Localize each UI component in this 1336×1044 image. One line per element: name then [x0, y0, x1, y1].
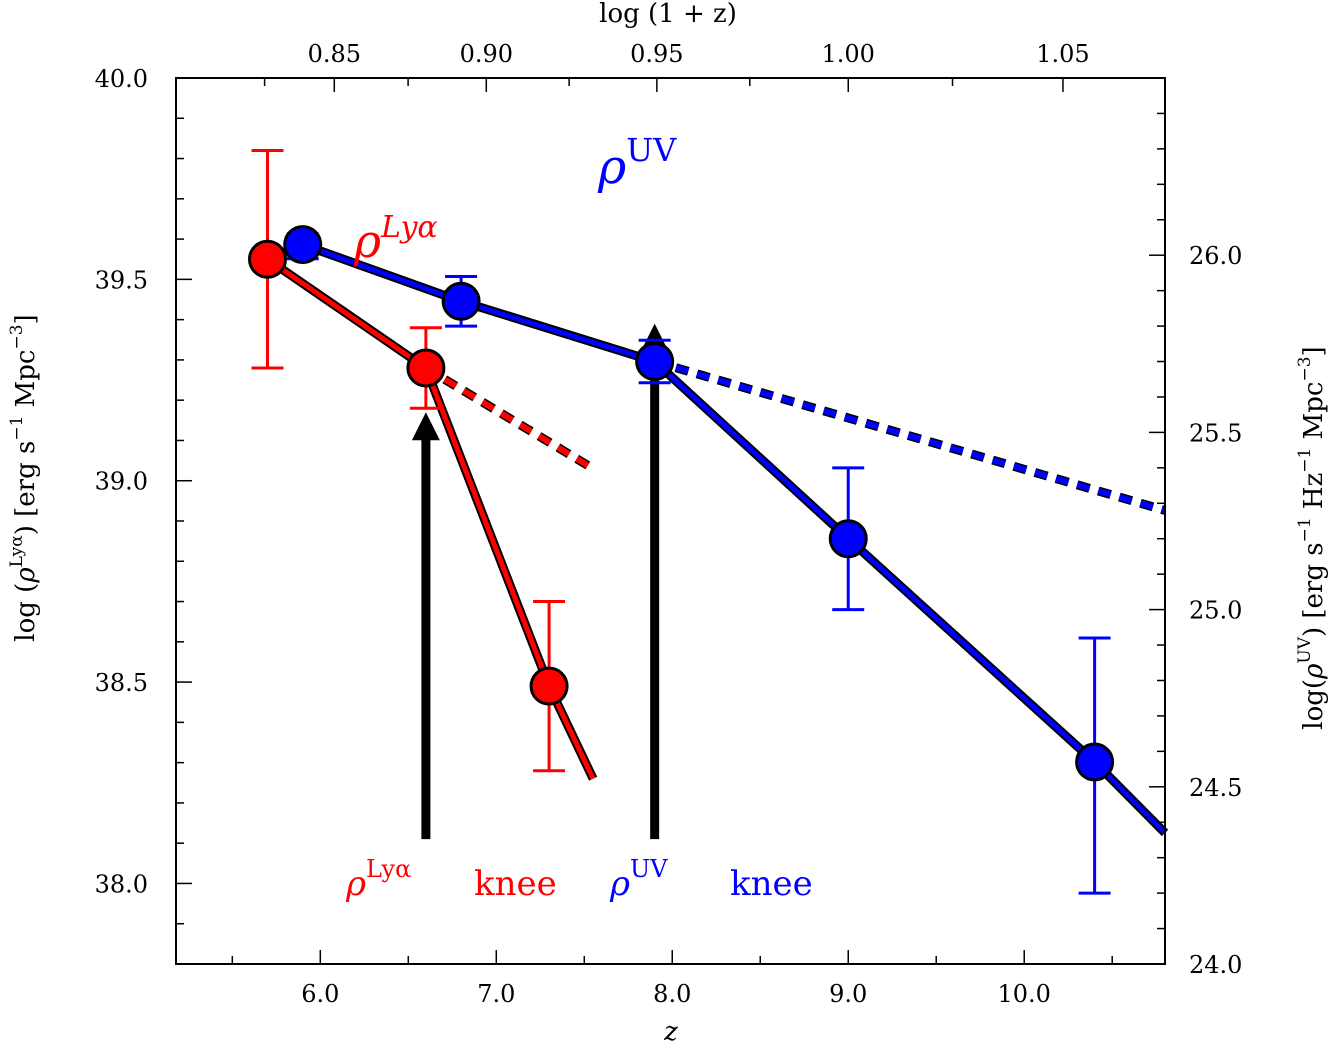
knee-lya-label: ρLyα knee	[345, 855, 557, 904]
rho_Lya-line	[266, 257, 596, 780]
x-tick-label-0: 6.0	[301, 980, 339, 1008]
x-tick-label-3: 9.0	[829, 980, 867, 1008]
x-tick-label-2: 8.0	[653, 980, 691, 1008]
rho-uv-label: ρUV	[597, 131, 677, 195]
lya-knee-arrow-head	[411, 412, 440, 441]
right-title-prefix: log(	[1299, 679, 1329, 730]
right-title-mid: Hz	[1299, 473, 1329, 518]
top-tick-label-4: 1.05	[1036, 40, 1089, 68]
top-tick-label-1: 0.90	[460, 40, 513, 68]
plot-frame	[175, 77, 1166, 965]
right-tick-label-1: 24.5	[1189, 774, 1242, 802]
knee-uv-rho: ρ	[609, 864, 630, 904]
right-title-exp1b: −1	[1295, 448, 1315, 473]
knee-lya-rho: ρ	[345, 864, 366, 904]
rho-uv-label-rho: ρ	[597, 139, 626, 195]
rho-uv-label-sup: UV	[626, 131, 677, 169]
right-title-rho: ρ	[1299, 663, 1329, 680]
rho_Lya-dashed-line	[424, 365, 595, 472]
right-tick-label-3: 25.5	[1189, 419, 1242, 447]
rho_UV-point-2	[635, 342, 675, 382]
top-tick-label-0: 0.85	[308, 40, 361, 68]
x-tick-label-1: 7.0	[477, 980, 515, 1008]
knee-uv-word: knee	[730, 864, 813, 904]
left-tick-label-1: 38.5	[95, 669, 148, 697]
rho_Lya-point-0	[248, 239, 288, 279]
rho_UV-point-3	[828, 519, 868, 559]
right-tick-label-2: 25.0	[1189, 597, 1242, 625]
right-title-mid2: Mpc	[1299, 382, 1329, 448]
right-title-exp1: −1	[1295, 517, 1315, 542]
left-title-rho: ρ	[11, 567, 41, 584]
series-layer	[264, 240, 1169, 837]
right-title-exp3: −3	[1295, 356, 1315, 381]
rho_UV-point-0	[283, 225, 323, 265]
knee-lya-word: knee	[474, 864, 557, 904]
knee-lya-sup: Lyα	[366, 855, 411, 883]
left-title-end: ]	[11, 314, 41, 324]
tick-layer: 6.0 7.0 8.0 9.0 10.0 0.85 0.90 0.95 1.00 1.05 38.0…	[95, 40, 1243, 1008]
right-title-suffix: ) [erg s	[1299, 542, 1329, 637]
rho-lya-label: ρLyα	[353, 210, 438, 268]
left-tick-label-4: 40.0	[95, 65, 148, 93]
rho_Lya-point-1	[406, 348, 446, 388]
left-axis-title: log (ρLyα) [erg s−1 Mpc−3]	[7, 314, 41, 641]
rho_UV-point-4	[1075, 742, 1115, 782]
arrow-layer	[411, 323, 669, 840]
left-title-mid: Mpc	[11, 350, 41, 416]
left-tick-label-2: 39.0	[95, 468, 148, 496]
left-title-sup: Lyα	[7, 535, 27, 568]
left-title-exp1: −1	[7, 416, 27, 441]
right-tick-label-0: 24.0	[1189, 951, 1242, 979]
knee-uv-sup: UV	[630, 855, 668, 883]
rho_UV-line-outline	[301, 240, 1169, 837]
right-title-sup: UV	[1295, 636, 1315, 663]
rho_UV-dashed-line	[653, 358, 1166, 514]
rho_UV-line	[301, 242, 1167, 835]
left-title-suffix: ) [erg s	[11, 441, 41, 536]
left-tick-label-0: 38.0	[95, 870, 148, 898]
x-tick-label-4: 10.0	[997, 980, 1050, 1008]
left-tick-label-3: 39.5	[95, 266, 148, 294]
top-tick-label-2: 0.95	[630, 40, 683, 68]
knee-uv-label: ρUV knee	[609, 855, 813, 904]
x-axis-title: z	[663, 1017, 678, 1044]
rho_Lya-point-2	[529, 666, 569, 706]
rho-lya-label-sup: Lyα	[380, 210, 438, 245]
left-title-exp3: −3	[7, 324, 27, 349]
marker-layer	[248, 148, 1115, 895]
rho_UV-point-1	[441, 281, 481, 321]
rho-lya-label-rho: ρ	[353, 214, 381, 268]
right-axis-title: log(ρUV) [erg s−1 Hz−1 Mpc−3]	[1295, 346, 1329, 729]
top-axis-title: log (1 + z)	[599, 0, 737, 29]
top-tick-label-3: 1.00	[822, 40, 875, 68]
left-title-prefix: log (	[11, 583, 41, 642]
right-tick-label-4: 26.0	[1189, 242, 1242, 270]
right-title-end: ]	[1299, 346, 1329, 356]
